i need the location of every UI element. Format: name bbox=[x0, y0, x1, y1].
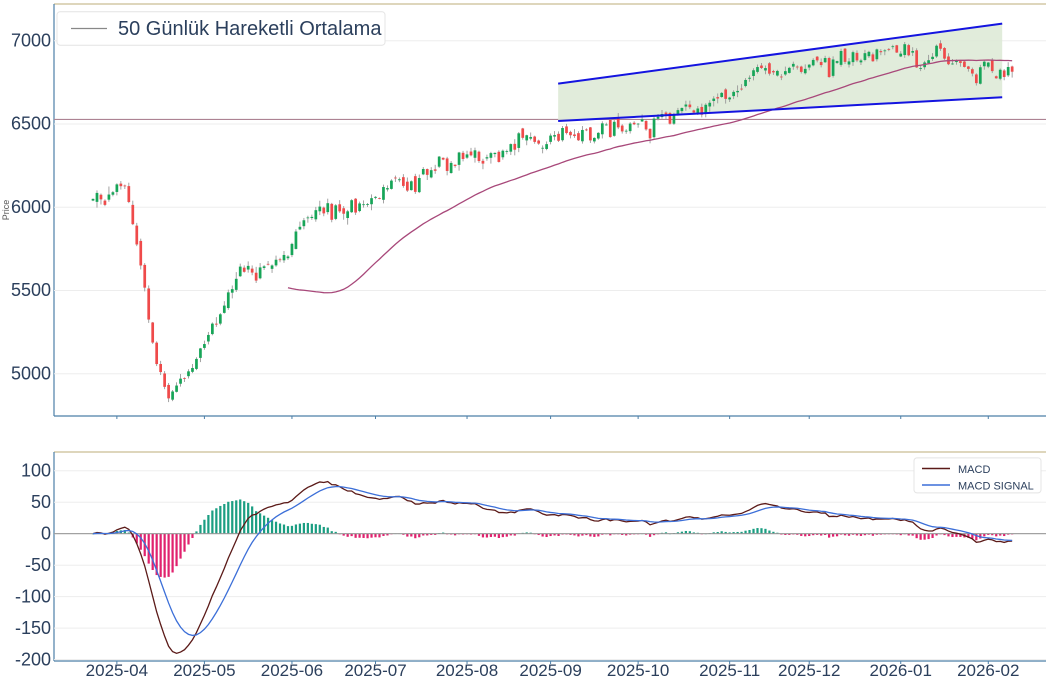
svg-text:50: 50 bbox=[31, 492, 51, 512]
svg-text:2025-04: 2025-04 bbox=[86, 661, 148, 680]
svg-text:6500: 6500 bbox=[11, 114, 51, 134]
svg-text:50 Günlük Hareketli Ortalama: 50 Günlük Hareketli Ortalama bbox=[118, 18, 382, 40]
svg-text:MACD: MACD bbox=[958, 464, 990, 476]
svg-text:MACD SIGNAL: MACD SIGNAL bbox=[958, 480, 1034, 492]
svg-text:2025-08: 2025-08 bbox=[436, 661, 498, 680]
svg-text:2025-06: 2025-06 bbox=[261, 661, 323, 680]
svg-text:6000: 6000 bbox=[11, 197, 51, 217]
svg-text:2026-01: 2026-01 bbox=[870, 661, 932, 680]
svg-text:2025-12: 2025-12 bbox=[778, 661, 840, 680]
svg-text:2026-02: 2026-02 bbox=[957, 661, 1019, 680]
svg-text:-150: -150 bbox=[15, 618, 51, 638]
svg-text:2025-11: 2025-11 bbox=[699, 661, 760, 680]
svg-text:0: 0 bbox=[41, 524, 51, 544]
svg-text:2025-09: 2025-09 bbox=[519, 661, 581, 680]
svg-text:Price: Price bbox=[1, 200, 11, 221]
svg-text:-100: -100 bbox=[15, 587, 51, 607]
svg-text:7000: 7000 bbox=[11, 31, 51, 51]
svg-text:100: 100 bbox=[21, 461, 51, 481]
svg-text:-200: -200 bbox=[15, 650, 51, 670]
svg-text:2025-10: 2025-10 bbox=[607, 661, 669, 680]
svg-text:5000: 5000 bbox=[11, 364, 51, 384]
svg-text:2025-07: 2025-07 bbox=[344, 661, 406, 680]
svg-text:5500: 5500 bbox=[11, 280, 51, 300]
svg-text:2025-05: 2025-05 bbox=[173, 661, 235, 680]
svg-text:-50: -50 bbox=[25, 555, 51, 575]
